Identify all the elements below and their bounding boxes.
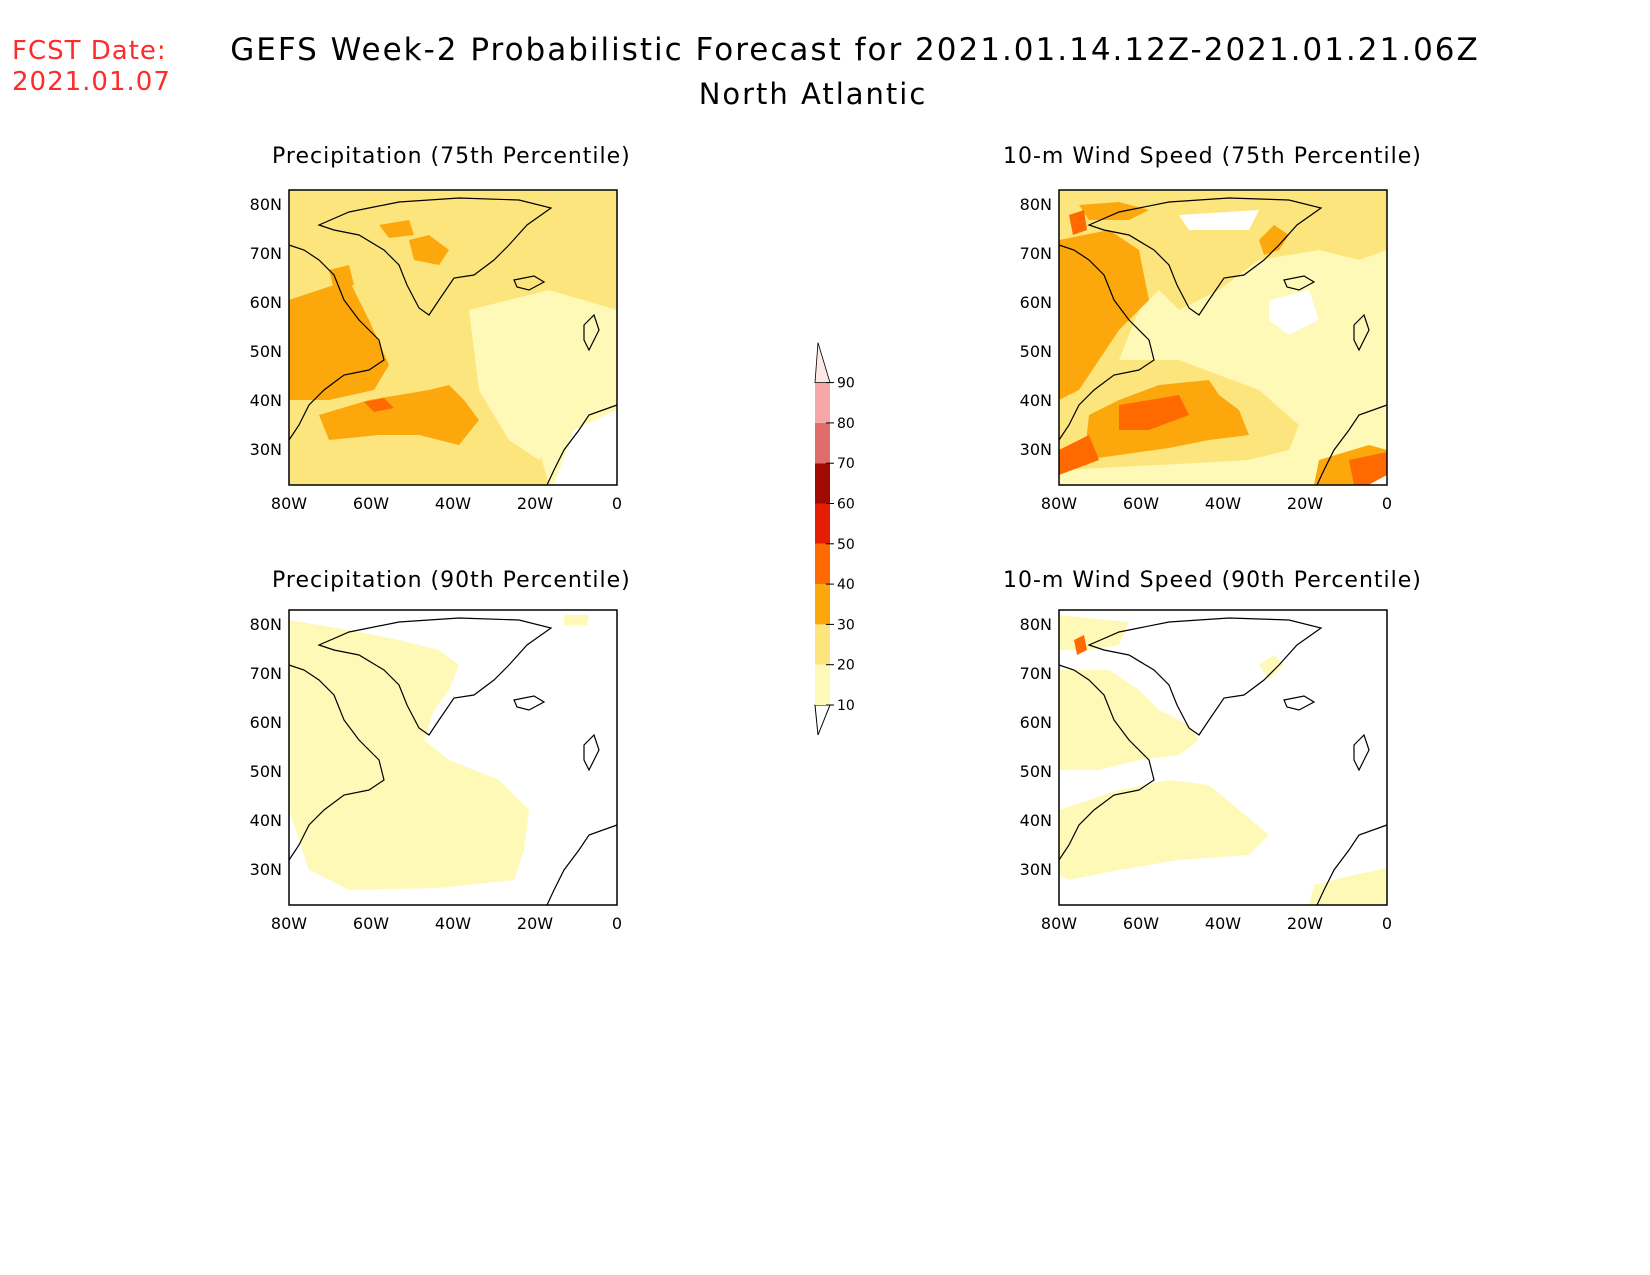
lat-label: 30N: [250, 440, 282, 459]
lon-label: 80W: [271, 914, 307, 933]
colorbar-label: 50: [837, 537, 855, 553]
colorbar-label: 10: [837, 698, 855, 714]
lat-label: 60N: [250, 293, 282, 312]
lat-label: 50N: [250, 762, 282, 781]
lat-label: 40N: [250, 391, 282, 410]
fcst-date: 2021.01.07: [12, 67, 171, 97]
lat-label: 50N: [1020, 762, 1052, 781]
lat-label: 80N: [250, 195, 282, 214]
lon-label: 0: [1382, 494, 1392, 513]
colorbar-label: 20: [837, 658, 855, 674]
lat-label: 80N: [250, 615, 282, 634]
lat-label: 40N: [1020, 391, 1052, 410]
colorbar-label: 60: [837, 497, 855, 513]
lon-label: 40W: [1205, 494, 1241, 513]
lat-label: 70N: [1020, 244, 1052, 263]
lat-label: 50N: [1020, 342, 1052, 361]
colorbar: 10 20 30 40 50 60 70 80 90: [814, 342, 855, 736]
lon-label: 60W: [353, 494, 389, 513]
colorbar-swatch: [815, 664, 830, 705]
lat-label: 80N: [1020, 615, 1052, 634]
colorbar-swatch: [815, 584, 830, 625]
lon-label: 0: [1382, 914, 1392, 933]
lon-label: 40W: [1205, 914, 1241, 933]
lat-label: 70N: [250, 244, 282, 263]
lon-label: 20W: [1287, 914, 1323, 933]
colorbar-swatch: [815, 422, 830, 464]
lat-label: 70N: [1020, 664, 1052, 683]
lon-label: 20W: [517, 914, 553, 933]
lon-label: 80W: [1041, 494, 1077, 513]
lat-label: 50N: [250, 342, 282, 361]
colorbar-label: 40: [837, 577, 855, 593]
map-panel-precip90: 80N 70N 60N 50N 40N 30N 80W 60W 40W 20W …: [250, 609, 622, 933]
lon-label: 40W: [435, 914, 471, 933]
lon-label: 20W: [1287, 494, 1323, 513]
map-panel-precip75: 80N 70N 60N 50N 40N 30N 80W 60W 40W 20W …: [250, 189, 622, 513]
lon-label: 80W: [1041, 914, 1077, 933]
lat-label: 40N: [250, 811, 282, 830]
lat-label: 30N: [250, 860, 282, 879]
lat-label: 70N: [250, 664, 282, 683]
figure-subtitle: North Atlantic: [698, 77, 928, 111]
lat-label: 60N: [250, 713, 282, 732]
fcst-label: FCST Date:: [12, 36, 167, 66]
colorbar-swatch: [815, 463, 830, 504]
colorbar-swatch: [815, 624, 830, 665]
lon-label: 0: [612, 914, 622, 933]
panel-title-precip75: Precipitation (75th Percentile): [272, 144, 631, 169]
figure-title: GEFS Week-2 Probabilistic Forecast for 2…: [230, 32, 1480, 68]
colorbar-label: 30: [837, 617, 855, 633]
panel-title-wind90: 10-m Wind Speed (90th Percentile): [1003, 568, 1422, 593]
map-panel-wind75: 80N 70N 60N 50N 40N 30N 80W 60W 40W 20W …: [1020, 189, 1392, 513]
forecast-date-label: FCST Date: 2021.01.07: [12, 36, 171, 98]
lon-label: 60W: [353, 914, 389, 933]
colorbar-label: 70: [837, 456, 855, 472]
lon-label: 80W: [271, 494, 307, 513]
lon-label: 40W: [435, 494, 471, 513]
lat-label: 40N: [1020, 811, 1052, 830]
colorbar-swatch: [815, 503, 830, 544]
lon-label: 60W: [1123, 914, 1159, 933]
lat-label: 60N: [1020, 293, 1052, 312]
panel-title-precip90: Precipitation (90th Percentile): [272, 568, 631, 593]
panel-title-wind75: 10-m Wind Speed (75th Percentile): [1003, 144, 1422, 169]
lat-label: 30N: [1020, 440, 1052, 459]
colorbar-label: 90: [837, 376, 855, 392]
colorbar-swatch: [815, 543, 830, 585]
lon-label: 60W: [1123, 494, 1159, 513]
colorbar-label: 80: [837, 416, 855, 432]
lon-label: 20W: [517, 494, 553, 513]
map-panel-wind90: 80N 70N 60N 50N 40N 30N 80W 60W 40W 20W …: [1020, 609, 1392, 933]
lon-label: 0: [612, 494, 622, 513]
colorbar-upper-extension: [814, 342, 831, 383]
lat-label: 30N: [1020, 860, 1052, 879]
colorbar-swatch: [815, 382, 830, 423]
colorbar-lower-extension: [814, 704, 831, 736]
lat-label: 60N: [1020, 713, 1052, 732]
lat-label: 80N: [1020, 195, 1052, 214]
